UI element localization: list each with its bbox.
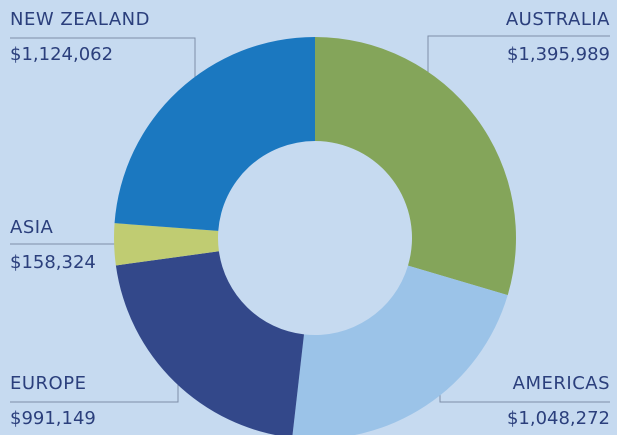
value-label: $991,149 xyxy=(10,408,96,429)
value-label: $158,324 xyxy=(10,252,96,273)
category-label: ASIA xyxy=(10,217,54,238)
donut-slice xyxy=(114,37,315,231)
category-label: EUROPE xyxy=(10,373,86,394)
donut-slice xyxy=(115,251,304,435)
donut-slice xyxy=(292,265,508,435)
value-label: $1,124,062 xyxy=(10,44,113,65)
category-label: NEW ZEALAND xyxy=(10,9,150,30)
category-label: AUSTRALIA xyxy=(506,9,610,30)
donut-slice xyxy=(315,37,517,296)
donut-slice xyxy=(113,223,219,266)
category-label: AMERICAS xyxy=(513,373,610,394)
value-label: $1,395,989 xyxy=(507,44,610,65)
value-label: $1,048,272 xyxy=(507,408,610,429)
